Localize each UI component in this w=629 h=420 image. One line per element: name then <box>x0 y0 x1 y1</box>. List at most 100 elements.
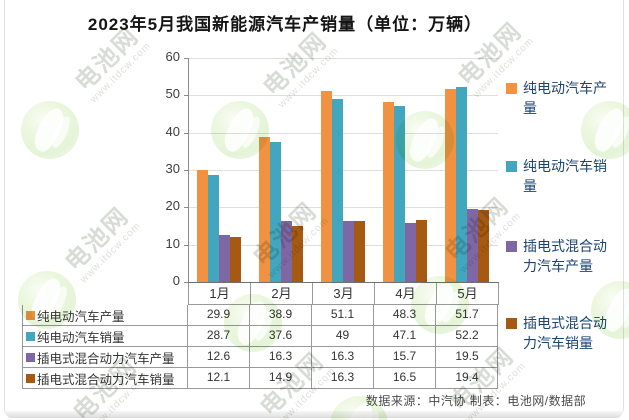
bar <box>197 170 208 282</box>
y-tick-label: 30 <box>165 161 180 176</box>
bar <box>383 102 394 282</box>
bar <box>354 221 365 282</box>
y-tick-label: 40 <box>165 123 180 139</box>
table-row: 纯电动汽车产量 29.9 38.9 51.1 48.3 51.7 <box>23 305 497 325</box>
bar <box>456 87 467 282</box>
legend-item: 插电式混合动力汽车销量 <box>506 313 615 353</box>
legend-key-icon <box>26 352 35 362</box>
value-cell: 16.3 <box>250 347 312 367</box>
table-header-cell: 2月 <box>250 283 312 305</box>
card-bottom-edge <box>5 411 623 418</box>
y-tick-mark <box>184 207 188 209</box>
y-tick-mark <box>184 95 188 97</box>
y-tick-mark <box>184 132 188 134</box>
series-label-cell: 插电式混合动力汽车销量 <box>23 368 188 388</box>
value-cell: 28.7 <box>188 326 250 346</box>
value-cell: 12.6 <box>188 347 250 367</box>
gridline <box>189 58 498 59</box>
table-row: 插电式混合动力汽车销量 12.1 14.9 16.3 16.5 19.4 <box>23 367 497 388</box>
legend-label: 插电式混合动力汽车产量 <box>523 238 607 274</box>
series-label-cell: 纯电动汽车销量 <box>23 326 188 346</box>
y-tick-mark <box>184 282 188 283</box>
legend-swatch-icon <box>506 318 517 329</box>
gridline <box>189 170 498 171</box>
value-cell: 16.5 <box>374 368 436 388</box>
bar <box>332 99 343 282</box>
y-tick-label: 60 <box>165 49 180 64</box>
bar <box>405 223 416 282</box>
value-cell: 49 <box>312 326 374 346</box>
legend-swatch-icon <box>506 241 517 252</box>
bar <box>321 91 332 282</box>
value-cell: 48.3 <box>374 305 436 325</box>
value-cell: 12.1 <box>188 368 250 388</box>
y-tick-label: 50 <box>165 86 180 102</box>
legend-item: 纯电动汽车产量 <box>506 78 615 118</box>
table-header-cell: 4月 <box>374 283 436 305</box>
value-cell: 29.9 <box>188 305 250 325</box>
value-cell: 47.1 <box>374 326 436 346</box>
bar <box>270 142 281 282</box>
gridline <box>189 132 498 134</box>
bar <box>343 221 354 282</box>
legend-label: 插电式混合动力汽车销量 <box>523 315 607 351</box>
series-label: 插电式混合动力汽车产量 <box>37 351 175 366</box>
legend-key-icon <box>26 331 35 341</box>
chart-legend: 纯电动汽车产量 纯电动汽车销量 插电式混合动力汽车产量 插电式混合动力汽车销量 <box>506 0 628 380</box>
table-header-cell: 1月 <box>188 283 250 305</box>
y-tick-label: 10 <box>165 235 180 251</box>
bar <box>208 175 219 282</box>
bar <box>292 226 303 282</box>
value-cell: 16.3 <box>312 347 374 367</box>
table-row: 纯电动汽车销量 28.7 37.6 49 47.1 52.2 <box>23 325 497 346</box>
series-label-cell: 插电式混合动力汽车产量 <box>23 347 188 367</box>
value-cell: 51.1 <box>312 305 374 325</box>
value-cell: 19.5 <box>455 349 479 363</box>
table-header-cell: 3月 <box>312 283 374 305</box>
gridline <box>189 95 498 97</box>
legend-swatch-icon <box>506 161 517 172</box>
value-cell: 38.9 <box>250 305 312 325</box>
legend-key-icon <box>26 373 35 383</box>
table-row: 插电式混合动力汽车产量 12.6 16.3 16.3 15.7 19.5 <box>23 346 497 367</box>
legend-label: 纯电动汽车销量 <box>523 158 607 194</box>
legend-item: 纯电动汽车销量 <box>506 156 615 196</box>
value-cell: 14.9 <box>250 368 312 388</box>
table-header-cell: 5月 <box>436 283 498 305</box>
y-tick-mark <box>184 58 188 59</box>
bar <box>445 89 456 282</box>
y-tick-label: 0 <box>172 273 180 288</box>
bar <box>281 221 292 282</box>
value-cell: 15.7 <box>374 347 436 367</box>
bar <box>230 237 241 282</box>
y-tick-label: 20 <box>165 198 180 214</box>
x-axis-line <box>186 282 499 283</box>
value-cell: 19.4 <box>455 370 479 384</box>
y-tick-mark <box>184 244 188 246</box>
value-cell: 16.3 <box>312 368 374 388</box>
bar <box>259 137 270 282</box>
legend-item: 插电式混合动力汽车产量 <box>506 236 615 276</box>
series-label-cell: 纯电动汽车产量 <box>23 305 188 325</box>
series-label: 纯电动汽车产量 <box>37 309 125 324</box>
table-header-row: 1月 2月 3月 4月 5月 <box>188 283 499 305</box>
value-cell: 51.7 <box>455 307 479 321</box>
bar <box>467 209 478 282</box>
series-label: 插电式混合动力汽车销量 <box>37 372 175 387</box>
legend-key-icon <box>26 310 35 320</box>
value-cell: 37.6 <box>250 326 312 346</box>
chart-title: 2023年5月我国新能源汽车产销量（单位：万辆） <box>87 15 483 34</box>
watermark-text: 电池网 www.itdcw.com <box>53 195 151 293</box>
bar <box>416 220 427 282</box>
y-tick-mark <box>184 170 188 171</box>
bar <box>219 235 230 282</box>
gridline <box>189 207 498 209</box>
legend-label: 纯电动汽车产量 <box>523 80 607 116</box>
y-axis-line <box>188 58 189 282</box>
legend-swatch-icon <box>506 83 517 94</box>
data-table-body: 纯电动汽车产量 29.9 38.9 51.1 48.3 51.7 纯电动汽车销量 28.7 37… <box>22 305 498 389</box>
series-label: 纯电动汽车销量 <box>37 330 125 345</box>
source-note: 数据来源：中汽协 制表：电池网/数据部 <box>365 394 587 408</box>
watermark-brand-text: 电池网 <box>60 202 135 277</box>
